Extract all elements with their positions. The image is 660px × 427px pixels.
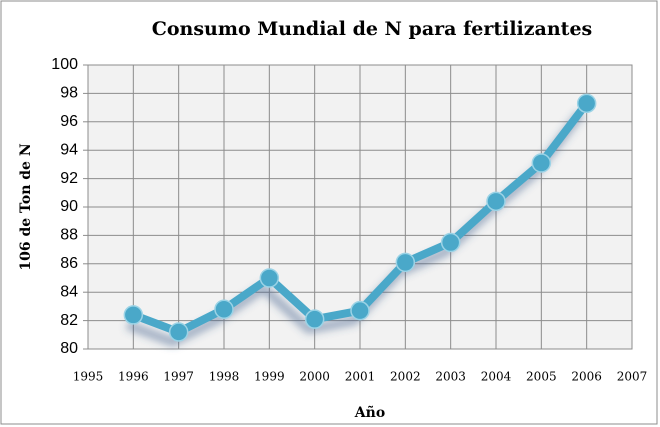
y-tick-label: 86 xyxy=(60,255,78,272)
x-tick-label: 2003 xyxy=(435,370,466,384)
x-tick-label: 1996 xyxy=(118,370,149,384)
x-tick-label: 1997 xyxy=(163,370,194,384)
x-tick-label: 2006 xyxy=(571,370,602,384)
x-tick-label: 2001 xyxy=(345,370,376,384)
marker xyxy=(486,191,506,212)
x-tick-label: 2007 xyxy=(617,370,648,384)
marker xyxy=(576,93,597,114)
marker xyxy=(168,322,189,342)
x-tick-label: 2005 xyxy=(526,370,557,384)
y-tick-label: 88 xyxy=(60,227,78,244)
marker xyxy=(531,153,552,173)
marker xyxy=(214,299,234,319)
x-axis-label: Año xyxy=(354,404,385,421)
y-tick-label: 100 xyxy=(51,56,78,73)
x-tick-label: 1998 xyxy=(209,370,240,384)
marker xyxy=(395,252,416,273)
y-tick-label: 94 xyxy=(60,141,78,158)
y-tick-label: 90 xyxy=(60,198,78,215)
x-tick-label: 2000 xyxy=(299,370,330,384)
x-tick-label: 2004 xyxy=(481,370,512,384)
y-tick-label: 82 xyxy=(60,312,78,329)
marker xyxy=(350,300,370,321)
y-axis-label: 106 de Ton de N xyxy=(18,143,34,270)
x-tick-label: 2002 xyxy=(390,370,421,384)
marker xyxy=(304,309,325,329)
marker xyxy=(259,268,280,288)
y-tick-label: 84 xyxy=(60,283,78,300)
marker xyxy=(440,232,461,253)
marker xyxy=(123,305,144,325)
y-tick-label: 80 xyxy=(60,340,78,357)
y-tick-label: 92 xyxy=(60,170,78,187)
y-tick-label: 98 xyxy=(60,85,78,102)
chart-title: Consumo Mundial de N para fertilizantes xyxy=(152,18,593,40)
x-tick-label: 1999 xyxy=(254,370,285,384)
x-tick-label: 1995 xyxy=(73,370,104,384)
y-tick-label: 96 xyxy=(60,113,78,130)
